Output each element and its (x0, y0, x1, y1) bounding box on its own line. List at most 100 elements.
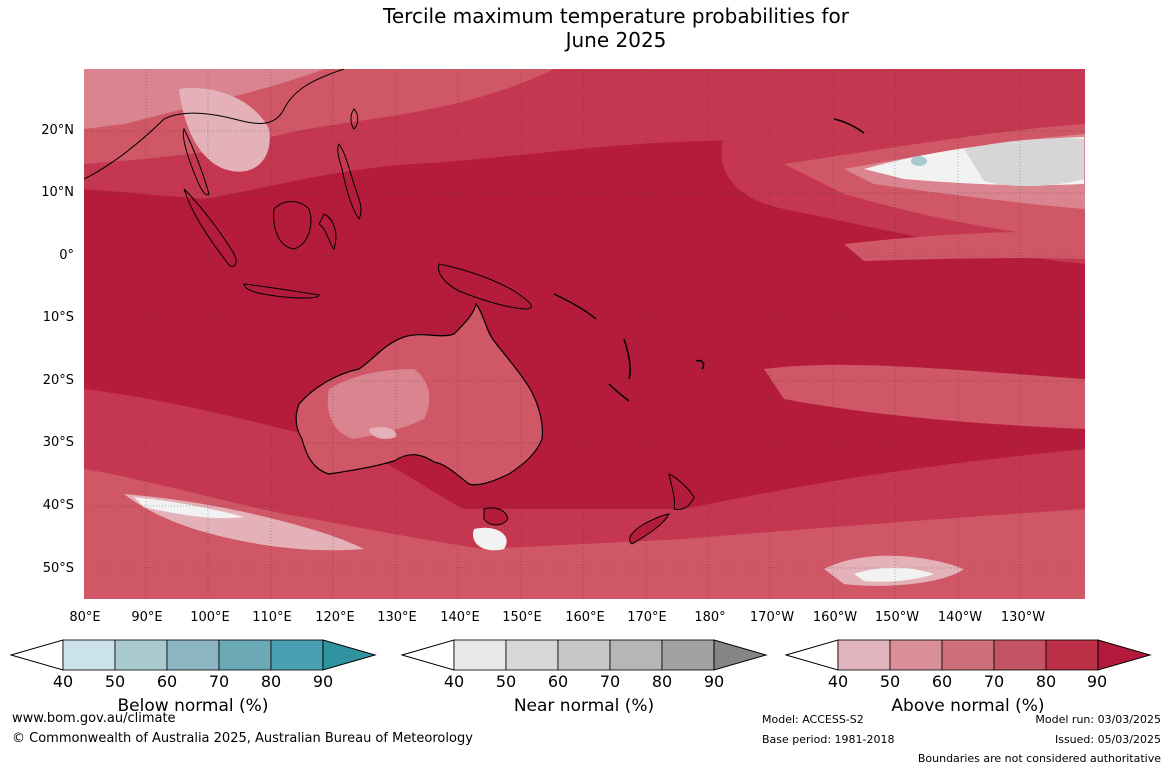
base-period-text: Base period: 1981-2018 (762, 733, 895, 746)
lon-label-150e: 150°E (502, 610, 542, 625)
cbar-near-tick-50: 50 (495, 672, 517, 691)
cbar-below-title: Below normal (%) (117, 696, 269, 716)
lon-label-180: 180° (694, 610, 726, 625)
grid-lines (84, 69, 1085, 599)
philippines (337, 143, 362, 220)
east-equator-light (844, 232, 1085, 261)
cbar-above-tick-50: 50 (879, 672, 901, 691)
lat-label-30s: 30°S (42, 435, 74, 450)
cbar-segment-1 (453, 639, 507, 671)
cbar-segment-3 (166, 639, 220, 671)
south-white-1 (134, 497, 244, 519)
lon-label-170w: 170°W (749, 610, 795, 625)
new-zealand-south (629, 513, 670, 545)
colorbar-near-normal (401, 639, 768, 671)
lon-label-140e: 140°E (440, 610, 480, 625)
colorbar-below-normal (10, 639, 377, 671)
cbar-above-tick-80: 80 (1035, 672, 1057, 691)
asia-coast (84, 69, 345, 180)
lat-label-20s: 20°S (42, 373, 74, 388)
cbar-near-title: Near normal (%) (513, 696, 655, 716)
cbar-below-tick-70: 70 (208, 672, 230, 691)
lat-label-10n: 10°N (41, 185, 74, 200)
lon-label-140w: 140°W (937, 610, 983, 625)
new-guinea (437, 263, 532, 310)
cbar-segment-4 (609, 639, 663, 671)
near-normal-grey (964, 138, 1084, 187)
cbar-segment-4 (218, 639, 272, 671)
lon-label-110e: 110°E (252, 610, 292, 625)
lon-label-130e: 130°E (377, 610, 417, 625)
cbar-near-tick-40: 40 (443, 672, 465, 691)
cbar-segment-3 (557, 639, 611, 671)
cbar-below-tick-50: 50 (104, 672, 126, 691)
hawaii (833, 118, 865, 134)
website-link[interactable]: www.bom.gov.au/climate (12, 711, 176, 726)
australia-light-interior (327, 369, 430, 439)
lon-label-170e: 170°E (627, 610, 667, 625)
cbar-segment-5 (1045, 639, 1099, 671)
cbar-segment-1 (62, 639, 116, 671)
lat-label-40s: 40°S (42, 498, 74, 513)
lon-label-90e: 90°E (131, 610, 163, 625)
cbar-near-tick-90: 90 (703, 672, 725, 691)
boundaries-note: Boundaries are not considered authoritat… (917, 752, 1161, 765)
cbar-segment-5 (270, 639, 324, 671)
cbar-near-tick-60: 60 (547, 672, 569, 691)
borneo (273, 201, 312, 250)
cbar-segment-3 (941, 639, 995, 671)
cbar-above-tick-60: 60 (931, 672, 953, 691)
model-text: Model: ACCESS-S2 (762, 713, 864, 726)
lon-label-160e: 160°E (565, 610, 605, 625)
cbar-below-tick-90: 90 (312, 672, 334, 691)
cbar-above-tick-90: 90 (1086, 672, 1108, 691)
lon-label-80e: 80°E (69, 610, 101, 625)
new-zealand-north (668, 473, 695, 510)
lon-label-150w: 150°W (874, 610, 920, 625)
cbar-segment-1 (837, 639, 891, 671)
lat-label-0: 0° (59, 248, 74, 263)
malay-peninsula (182, 127, 210, 196)
lat-label-50s: 50°S (42, 561, 74, 576)
cbar-extend-high (713, 639, 768, 671)
cbar-below-tick-40: 40 (52, 672, 74, 691)
sulawesi (318, 213, 337, 250)
taiwan (350, 108, 359, 130)
title-line-2: June 2025 (565, 28, 667, 52)
cbar-below-tick-60: 60 (156, 672, 178, 691)
sumatra (183, 188, 237, 267)
solomons (553, 293, 597, 320)
issued-text: Issued: 05/03/2025 (1054, 733, 1161, 746)
cbar-extend-low (785, 639, 839, 671)
cbar-near-tick-80: 80 (651, 672, 673, 691)
new-caledonia (608, 383, 630, 402)
cbar-segment-2 (505, 639, 559, 671)
lon-label-100e: 100°E (190, 610, 230, 625)
cbar-segment-2 (889, 639, 943, 671)
java (243, 283, 320, 299)
lat-label-20n: 20°N (41, 123, 74, 138)
south-white-2 (473, 527, 507, 551)
map-title: Tercile maximum temperature probabilitie… (0, 4, 1173, 52)
cbar-extend-low (401, 639, 455, 671)
tasmania (483, 507, 509, 526)
cbar-above-title: Above normal (%) (891, 696, 1045, 716)
cbar-below-tick-80: 80 (260, 672, 282, 691)
cbar-segment-5 (661, 639, 715, 671)
cbar-near-tick-70: 70 (599, 672, 621, 691)
copyright-text: © Commonwealth of Australia 2025, Austra… (12, 731, 473, 746)
colorbar-above-normal (785, 639, 1152, 671)
lon-label-120e: 120°E (315, 610, 355, 625)
lon-label-160w: 160°W (812, 610, 858, 625)
cbar-extend-high (322, 639, 377, 671)
south-pacific-60 (764, 364, 1085, 429)
cbar-segment-4 (993, 639, 1047, 671)
below-normal-spot (911, 156, 927, 166)
probability-map (84, 69, 1085, 599)
south-east-white (854, 567, 934, 582)
lon-label-130w: 130°W (1000, 610, 1046, 625)
australia-white-spot (369, 426, 397, 439)
cbar-extend-high (1097, 639, 1152, 671)
indochina-light (179, 88, 270, 172)
cbar-above-tick-40: 40 (827, 672, 849, 691)
